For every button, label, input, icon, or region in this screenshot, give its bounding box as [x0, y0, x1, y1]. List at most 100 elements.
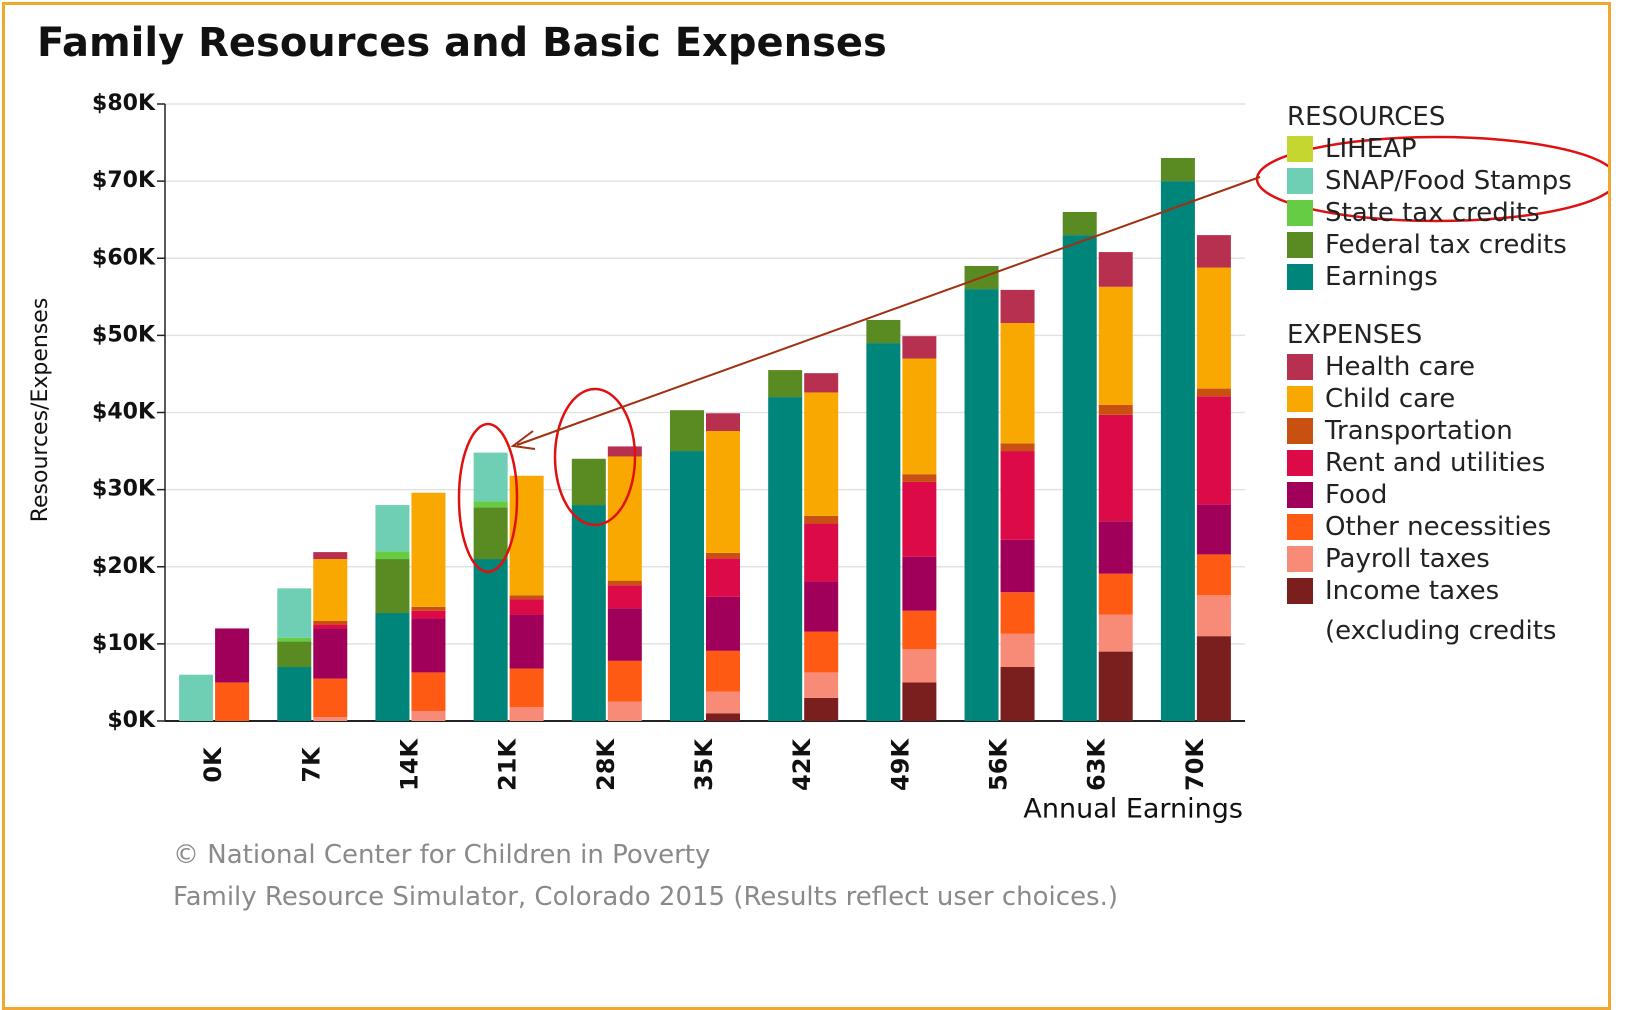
legend-item: Rent and utilities	[1287, 447, 1607, 479]
bar-segment	[1196, 636, 1231, 721]
highlight-ellipse	[457, 422, 519, 574]
bar-segment	[804, 515, 839, 524]
bar-segment	[902, 358, 937, 475]
bar-segment	[1062, 235, 1097, 722]
bar-segment	[509, 668, 544, 708]
bar-segment	[1000, 443, 1035, 452]
bar-segment	[804, 392, 839, 516]
y-tick-label: $70K	[92, 168, 156, 193]
legend-label: Transportation	[1325, 416, 1513, 446]
legend-label: Rent and utilities	[1325, 448, 1546, 478]
x-tick-label: 21K	[494, 738, 522, 791]
bar-segment	[411, 672, 446, 711]
bar-segment	[866, 343, 901, 721]
bar-segment	[411, 710, 446, 721]
legend-swatch	[1287, 546, 1313, 572]
x-tick-label: 70K	[1181, 738, 1209, 791]
bar-segment	[1196, 396, 1231, 505]
credit-line: Family Resource Simulator, Colorado 2015…	[173, 882, 1119, 912]
legend-swatch	[1287, 450, 1313, 476]
bar-segment	[607, 446, 642, 457]
arrow-head	[510, 430, 536, 450]
legend-label: Federal tax credits	[1325, 230, 1567, 260]
legend-item: SNAP/Food Stamps	[1287, 165, 1607, 197]
bar-segment	[804, 697, 839, 721]
legend-label: Child care	[1325, 384, 1456, 414]
legend-swatch	[1287, 386, 1313, 412]
bar-segment	[1000, 451, 1035, 540]
legend-swatch	[1287, 482, 1313, 508]
bar-segment	[902, 556, 937, 611]
legend-swatch	[1287, 136, 1313, 162]
x-tick-label: 14K	[395, 738, 423, 791]
y-tick-label: $80K	[92, 91, 156, 116]
bar-segment	[706, 691, 740, 714]
legend-label: Food	[1325, 480, 1388, 510]
bar-segment	[1098, 651, 1133, 721]
bar-segment	[411, 492, 446, 607]
legend-item: Health care	[1287, 351, 1607, 383]
legend-swatch	[1287, 264, 1313, 290]
bar-segment	[215, 682, 250, 721]
bar-segment	[1000, 323, 1035, 444]
bar-segment	[607, 580, 642, 586]
legend-item: Federal tax credits	[1287, 229, 1607, 261]
bar-segment	[313, 678, 348, 718]
legend-item: Child care	[1287, 383, 1607, 415]
bar-segment	[313, 620, 348, 625]
y-tick-label: $30K	[92, 477, 156, 502]
bar-segment	[313, 552, 348, 560]
bar-segment	[509, 614, 544, 669]
bar-segment	[902, 336, 937, 359]
bar-segment	[902, 682, 937, 721]
bar-segment	[277, 667, 312, 721]
legend-label: State tax credits	[1325, 198, 1540, 228]
bar-segment	[670, 410, 704, 452]
legend-label: Payroll taxes	[1325, 544, 1490, 574]
legend-swatch	[1287, 168, 1313, 194]
legend-label: Earnings	[1325, 262, 1438, 292]
y-tick-label: $20K	[92, 554, 156, 579]
chart: Family Resources and Basic Expenses Reso…	[28, 20, 1608, 825]
x-tick-label: 63K	[1083, 738, 1111, 791]
bar-segment	[607, 701, 642, 721]
legend-label: SNAP/Food Stamps	[1325, 166, 1572, 196]
x-tick-label: 56K	[985, 738, 1013, 791]
bar-segment	[473, 452, 508, 502]
legend-label: Health care	[1325, 352, 1475, 382]
bar-segment	[670, 451, 704, 721]
bar-segment	[1160, 157, 1195, 182]
bar-segment	[804, 631, 839, 673]
x-tick-label: 28K	[592, 738, 620, 791]
legend-swatch	[1287, 514, 1313, 540]
bar-segment	[375, 551, 410, 560]
y-tick-label: $10K	[92, 631, 156, 656]
legend-item: LIHEAP	[1287, 133, 1607, 165]
bar-segment	[804, 581, 839, 632]
legend-swatch	[1287, 578, 1313, 604]
legend-item: Transportation	[1287, 415, 1607, 447]
bar-segment	[215, 628, 250, 683]
bar-segment	[411, 606, 446, 611]
bar-segment	[1098, 252, 1133, 287]
bar-segment	[1098, 521, 1133, 574]
x-tick-label: 7K	[297, 746, 325, 783]
bar-segment	[804, 523, 839, 582]
credit-line: © National Center for Children in Povert…	[173, 840, 711, 870]
bar-segment	[804, 373, 839, 393]
bar-segment	[313, 559, 348, 621]
bar-segment	[1000, 592, 1035, 634]
bar-segment	[1000, 667, 1035, 721]
y-tick-label: $50K	[92, 322, 156, 347]
bar-segment	[313, 717, 348, 721]
bar-segment	[1196, 554, 1231, 596]
legend-heading: RESOURCES	[1287, 102, 1446, 132]
legend-label: Other necessities	[1325, 512, 1552, 542]
bar-segment	[607, 660, 642, 702]
bar-segment	[571, 505, 606, 721]
bar-segment	[706, 650, 740, 692]
bar-segment	[1196, 267, 1231, 389]
legend-swatch	[1287, 232, 1313, 258]
bar-segment	[509, 475, 544, 596]
bar-segment	[509, 599, 544, 615]
